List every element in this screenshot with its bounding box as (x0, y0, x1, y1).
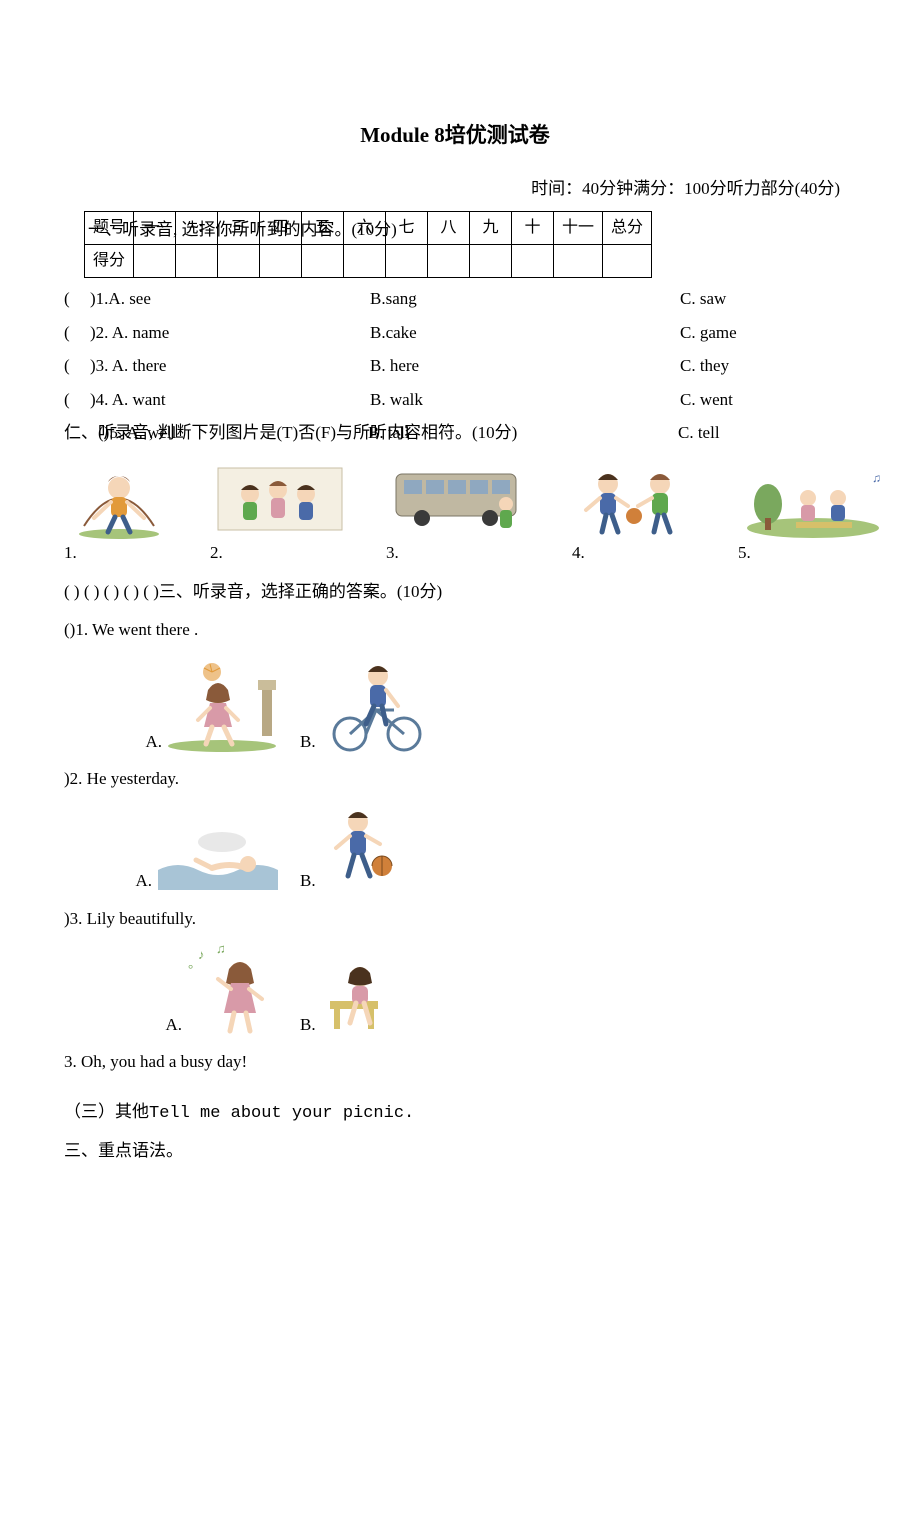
pic-5: ♫ 5. (738, 464, 888, 566)
section1-heading: 听录音, 选择你所听到的内容。(10分) (122, 220, 397, 239)
q1-text: ()1. We went there . (64, 617, 850, 643)
th: 总分 (603, 212, 652, 245)
other-line: （三）其他Tell me about your picnic. (64, 1101, 850, 1127)
picnic-icon: ♫ (738, 464, 888, 540)
pic-3: 3. (386, 460, 536, 566)
opt-b: B.sang (370, 286, 680, 312)
opt-c: C. they (680, 353, 850, 379)
pic-1: 1. (64, 466, 174, 566)
th: 九 (470, 212, 512, 245)
opt-b: B. walk (370, 387, 680, 413)
opt-a-label: A. (165, 1012, 182, 1038)
grammar-heading: 三、重点语法。 (64, 1138, 850, 1164)
paren: ( (64, 387, 90, 413)
q2-text: )2. He yesterday. (64, 766, 850, 792)
paren: ( (64, 320, 90, 346)
girl-walk-icon (162, 660, 292, 754)
q3b-text: 3. Oh, you had a busy day! (64, 1049, 850, 1075)
q3-options: A. ♪ ♫ ° B. (60, 943, 850, 1037)
opt-a-label: A. (145, 729, 162, 755)
td: 得分 (85, 245, 134, 278)
svg-text:♫: ♫ (216, 943, 226, 956)
mcq-row: ( )2. A. name B.cake C. game (64, 320, 850, 346)
pic-label: 4. (572, 543, 585, 562)
pic-4: 4. (572, 460, 702, 566)
q1-options: A. B. (60, 654, 850, 754)
opt-b-label: B. (300, 729, 316, 755)
th: 十 (512, 212, 554, 245)
opt-a: )3. A. there (90, 353, 370, 379)
boy-swim-icon (152, 824, 292, 894)
pic-label: 3. (386, 543, 399, 562)
opt-b-label: B. (300, 1012, 316, 1038)
mcq-row: ( )1.A. see B.sang C. saw (64, 286, 850, 312)
opt-a: )2. A. name (90, 320, 370, 346)
play-boys-icon (572, 460, 702, 540)
opt-a: )4. A. want (90, 387, 370, 413)
svg-text:°: ° (188, 961, 193, 976)
girl-sing-icon: ♪ ♫ ° (182, 943, 292, 1037)
pic-label: 5. (738, 543, 751, 562)
timing-line: 时间：40分钟满分：100分听力部分(40分) (60, 176, 850, 202)
q3-text: )3. Lily beautifully. (64, 906, 850, 932)
opt-b-label: B. (300, 868, 316, 894)
opt-a: )1.A. see (90, 286, 370, 312)
q5-b: B. tall (368, 420, 678, 446)
pic-label: 1. (64, 543, 77, 562)
picture-row: 1. 2. 3. (64, 460, 850, 566)
boy-ball-icon (316, 804, 406, 894)
opt-a-label: A. (135, 868, 152, 894)
girl-sit-icon (316, 957, 406, 1037)
svg-text:♪: ♪ (198, 947, 205, 962)
section3-heading: ( ) ( ) ( ) ( ) ( )三、听录音，选择正确的答案。(10分) (64, 579, 850, 605)
q2-options: A. B. (60, 804, 850, 894)
opt-c: C. saw (680, 286, 850, 312)
q5-a: 仁、()5. A. well (64, 420, 368, 446)
paren: ( (64, 286, 90, 312)
q5-c: C. tell (678, 420, 720, 446)
th: 十一 (554, 212, 603, 245)
opt-c: C. went (680, 387, 850, 413)
page-title: Module 8培优测试卷 (60, 120, 850, 152)
mcq-row: ( )3. A. there B. here C. they (64, 353, 850, 379)
child-skip-icon (64, 466, 174, 540)
th: 八 (428, 212, 470, 245)
paren: ( (64, 353, 90, 379)
section1-heading-overlay: 一、听录音, 选择你所听到的内容。(10分) (88, 217, 397, 243)
bus-icon (386, 460, 536, 540)
pic-label: 2. (210, 543, 223, 562)
mcq-row: ( )4. A. want B. walk C. went (64, 387, 850, 413)
table-row: 得分 (85, 245, 652, 278)
kids-group-icon (210, 460, 350, 540)
pic-2: 2. (210, 460, 350, 566)
opt-c: C. game (680, 320, 850, 346)
boy-bike-icon (316, 654, 436, 754)
opt-b: B. here (370, 353, 680, 379)
section2-line: 听录音, 判断下列图片是(T)否(F)与所听内容相符。(10分) 仁、()5. … (64, 420, 850, 446)
opt-b: B.cake (370, 320, 680, 346)
svg-text:♫: ♫ (872, 471, 881, 485)
